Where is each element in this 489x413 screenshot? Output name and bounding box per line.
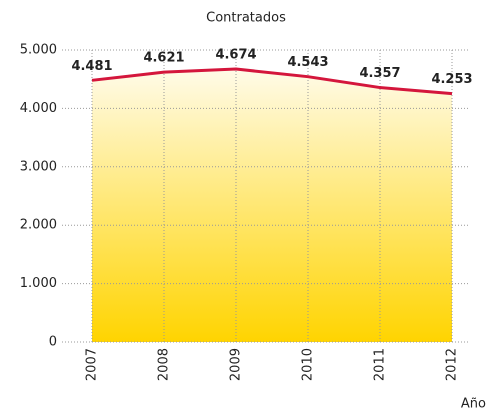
y-tick-label: 0 <box>49 335 57 350</box>
data-label: 4.481 <box>71 59 112 74</box>
y-tick-label: 4.000 <box>20 101 57 116</box>
chart-title: Contratados <box>206 11 286 26</box>
x-tick-label: 2010 <box>301 348 316 381</box>
data-label: 4.253 <box>431 72 472 87</box>
data-label: 4.543 <box>287 55 328 70</box>
y-tick-label: 3.000 <box>20 159 57 174</box>
data-label: 4.357 <box>359 66 400 81</box>
x-tick-label: 2007 <box>85 348 100 381</box>
x-tick-label: 2009 <box>229 348 244 381</box>
x-axis-label: Año <box>461 397 486 412</box>
area <box>92 69 452 343</box>
x-tick-label: 2011 <box>373 348 388 381</box>
x-tick-label: 2012 <box>445 348 460 381</box>
y-tick-label: 1.000 <box>20 276 57 291</box>
data-label: 4.674 <box>215 48 256 63</box>
line <box>91 67 453 96</box>
y-tick-label: 2.000 <box>20 218 57 233</box>
x-tick-label: 2008 <box>157 348 172 381</box>
y-tick-label: 5.000 <box>20 43 57 58</box>
data-label: 4.621 <box>143 51 184 66</box>
